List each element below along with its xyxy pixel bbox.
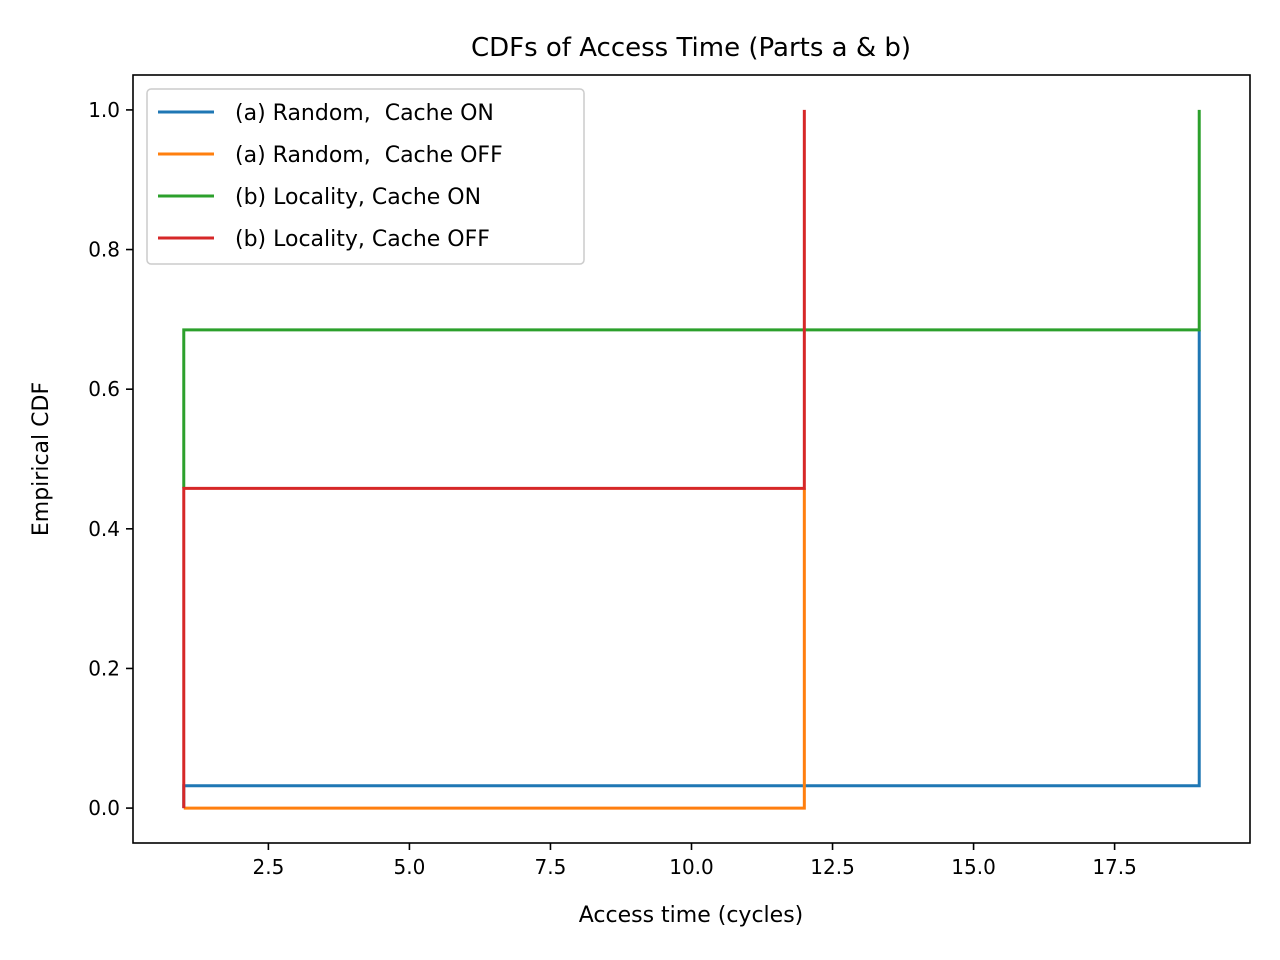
x-tick-label: 15.0	[951, 855, 996, 879]
y-tick-label: 0.4	[88, 517, 120, 541]
legend: (a) Random, Cache ON (a) Random, Cache OF…	[146, 88, 585, 265]
series-line-2	[183, 488, 806, 810]
x-tick-label: 7.5	[535, 855, 567, 879]
legend-box	[146, 88, 585, 265]
y-tick-label: 0.8	[88, 238, 120, 262]
series-layer	[182, 109, 1201, 810]
y-tick-label: 0.6	[88, 377, 120, 401]
x-axis: 2.5 5.0 7.5 10.0 12.5 15.0 17.5	[252, 843, 1137, 879]
x-tick-label: 10.0	[669, 855, 714, 879]
y-axis-label: Empirical CDF	[29, 382, 54, 536]
y-tick-label: 0.0	[88, 796, 120, 820]
series-line-3	[182, 109, 1201, 489]
x-axis-label: Access time (cycles)	[579, 903, 804, 928]
legend-label-3: (b) Locality, Cache ON	[235, 185, 481, 210]
legend-label-1: (a) Random, Cache ON	[235, 101, 494, 126]
y-axis: 0.0 0.2 0.4 0.6 0.8 1.0	[88, 98, 133, 820]
legend-label-4: (b) Locality, Cache OFF	[235, 227, 490, 252]
legend-label-2: (a) Random, Cache OFF	[235, 143, 503, 168]
x-tick-label: 2.5	[252, 855, 284, 879]
x-tick-label: 12.5	[810, 855, 855, 879]
y-tick-label: 1.0	[88, 98, 120, 122]
y-tick-label: 0.2	[88, 656, 120, 680]
x-tick-label: 5.0	[394, 855, 426, 879]
chart-title: CDFs of Access Time (Parts a & b)	[471, 33, 911, 63]
series-line-4	[182, 109, 806, 809]
x-tick-label: 17.5	[1092, 855, 1137, 879]
